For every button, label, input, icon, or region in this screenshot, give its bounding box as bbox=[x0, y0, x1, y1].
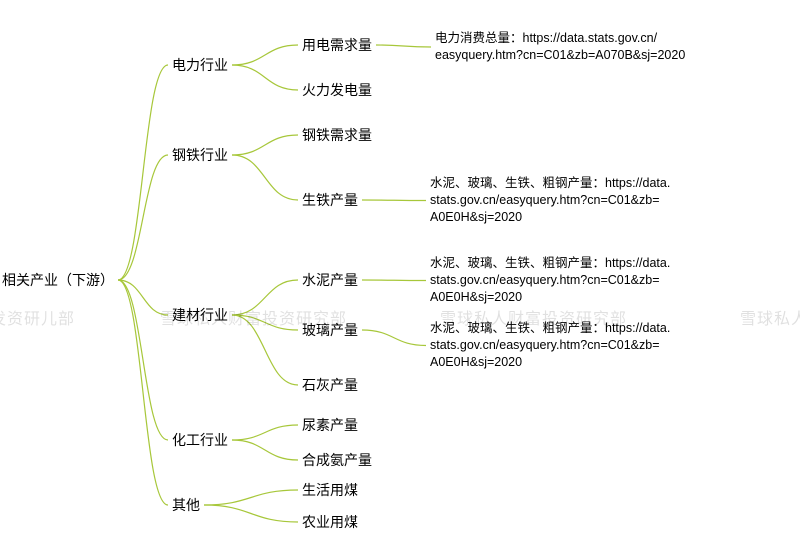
note-n-2: 水泥、玻璃、生铁、粗钢产量：https://data. stats.gov.cn… bbox=[430, 255, 730, 306]
node-l2-11: 生铁产量 bbox=[300, 190, 360, 210]
node-l1-3: 化工行业 bbox=[170, 430, 230, 450]
note-n-1: 水泥、玻璃、生铁、粗钢产量：https://data. stats.gov.cn… bbox=[430, 175, 730, 226]
note-n-3: 水泥、玻璃、生铁、粗钢产量：https://data. stats.gov.cn… bbox=[430, 320, 730, 371]
node-l2-40: 生活用煤 bbox=[300, 480, 360, 500]
node-l1-0: 电力行业 bbox=[170, 55, 230, 75]
node-l1-2: 建材行业 bbox=[170, 305, 230, 325]
node-l2-21: 玻璃产量 bbox=[300, 320, 360, 340]
note-n-0: 电力消费总量：https://data.stats.gov.cn/ easyqu… bbox=[435, 30, 735, 64]
watermark-3: 雪球私人 bbox=[740, 305, 800, 329]
node-l1-1: 钢铁行业 bbox=[170, 145, 230, 165]
node-l2-01: 火力发电量 bbox=[300, 80, 374, 100]
node-l2-41: 农业用煤 bbox=[300, 512, 360, 532]
node-l2-31: 合成氨产量 bbox=[300, 450, 374, 470]
node-l2-20: 水泥产量 bbox=[300, 270, 360, 290]
watermark-0: 发资研儿部 bbox=[0, 305, 75, 329]
node-l2-30: 尿素产量 bbox=[300, 415, 360, 435]
node-l1-4: 其他 bbox=[170, 495, 202, 515]
node-l2-22: 石灰产量 bbox=[300, 375, 360, 395]
mindmap-stage: 相关产业（下游） 电力行业钢铁行业建材行业化工行业其他 用电需求量火力发电量钢铁需求… bbox=[0, 0, 800, 550]
node-l2-10: 钢铁需求量 bbox=[300, 125, 374, 145]
node-l2-00: 用电需求量 bbox=[300, 35, 374, 55]
node-root: 相关产业（下游） bbox=[0, 270, 116, 290]
